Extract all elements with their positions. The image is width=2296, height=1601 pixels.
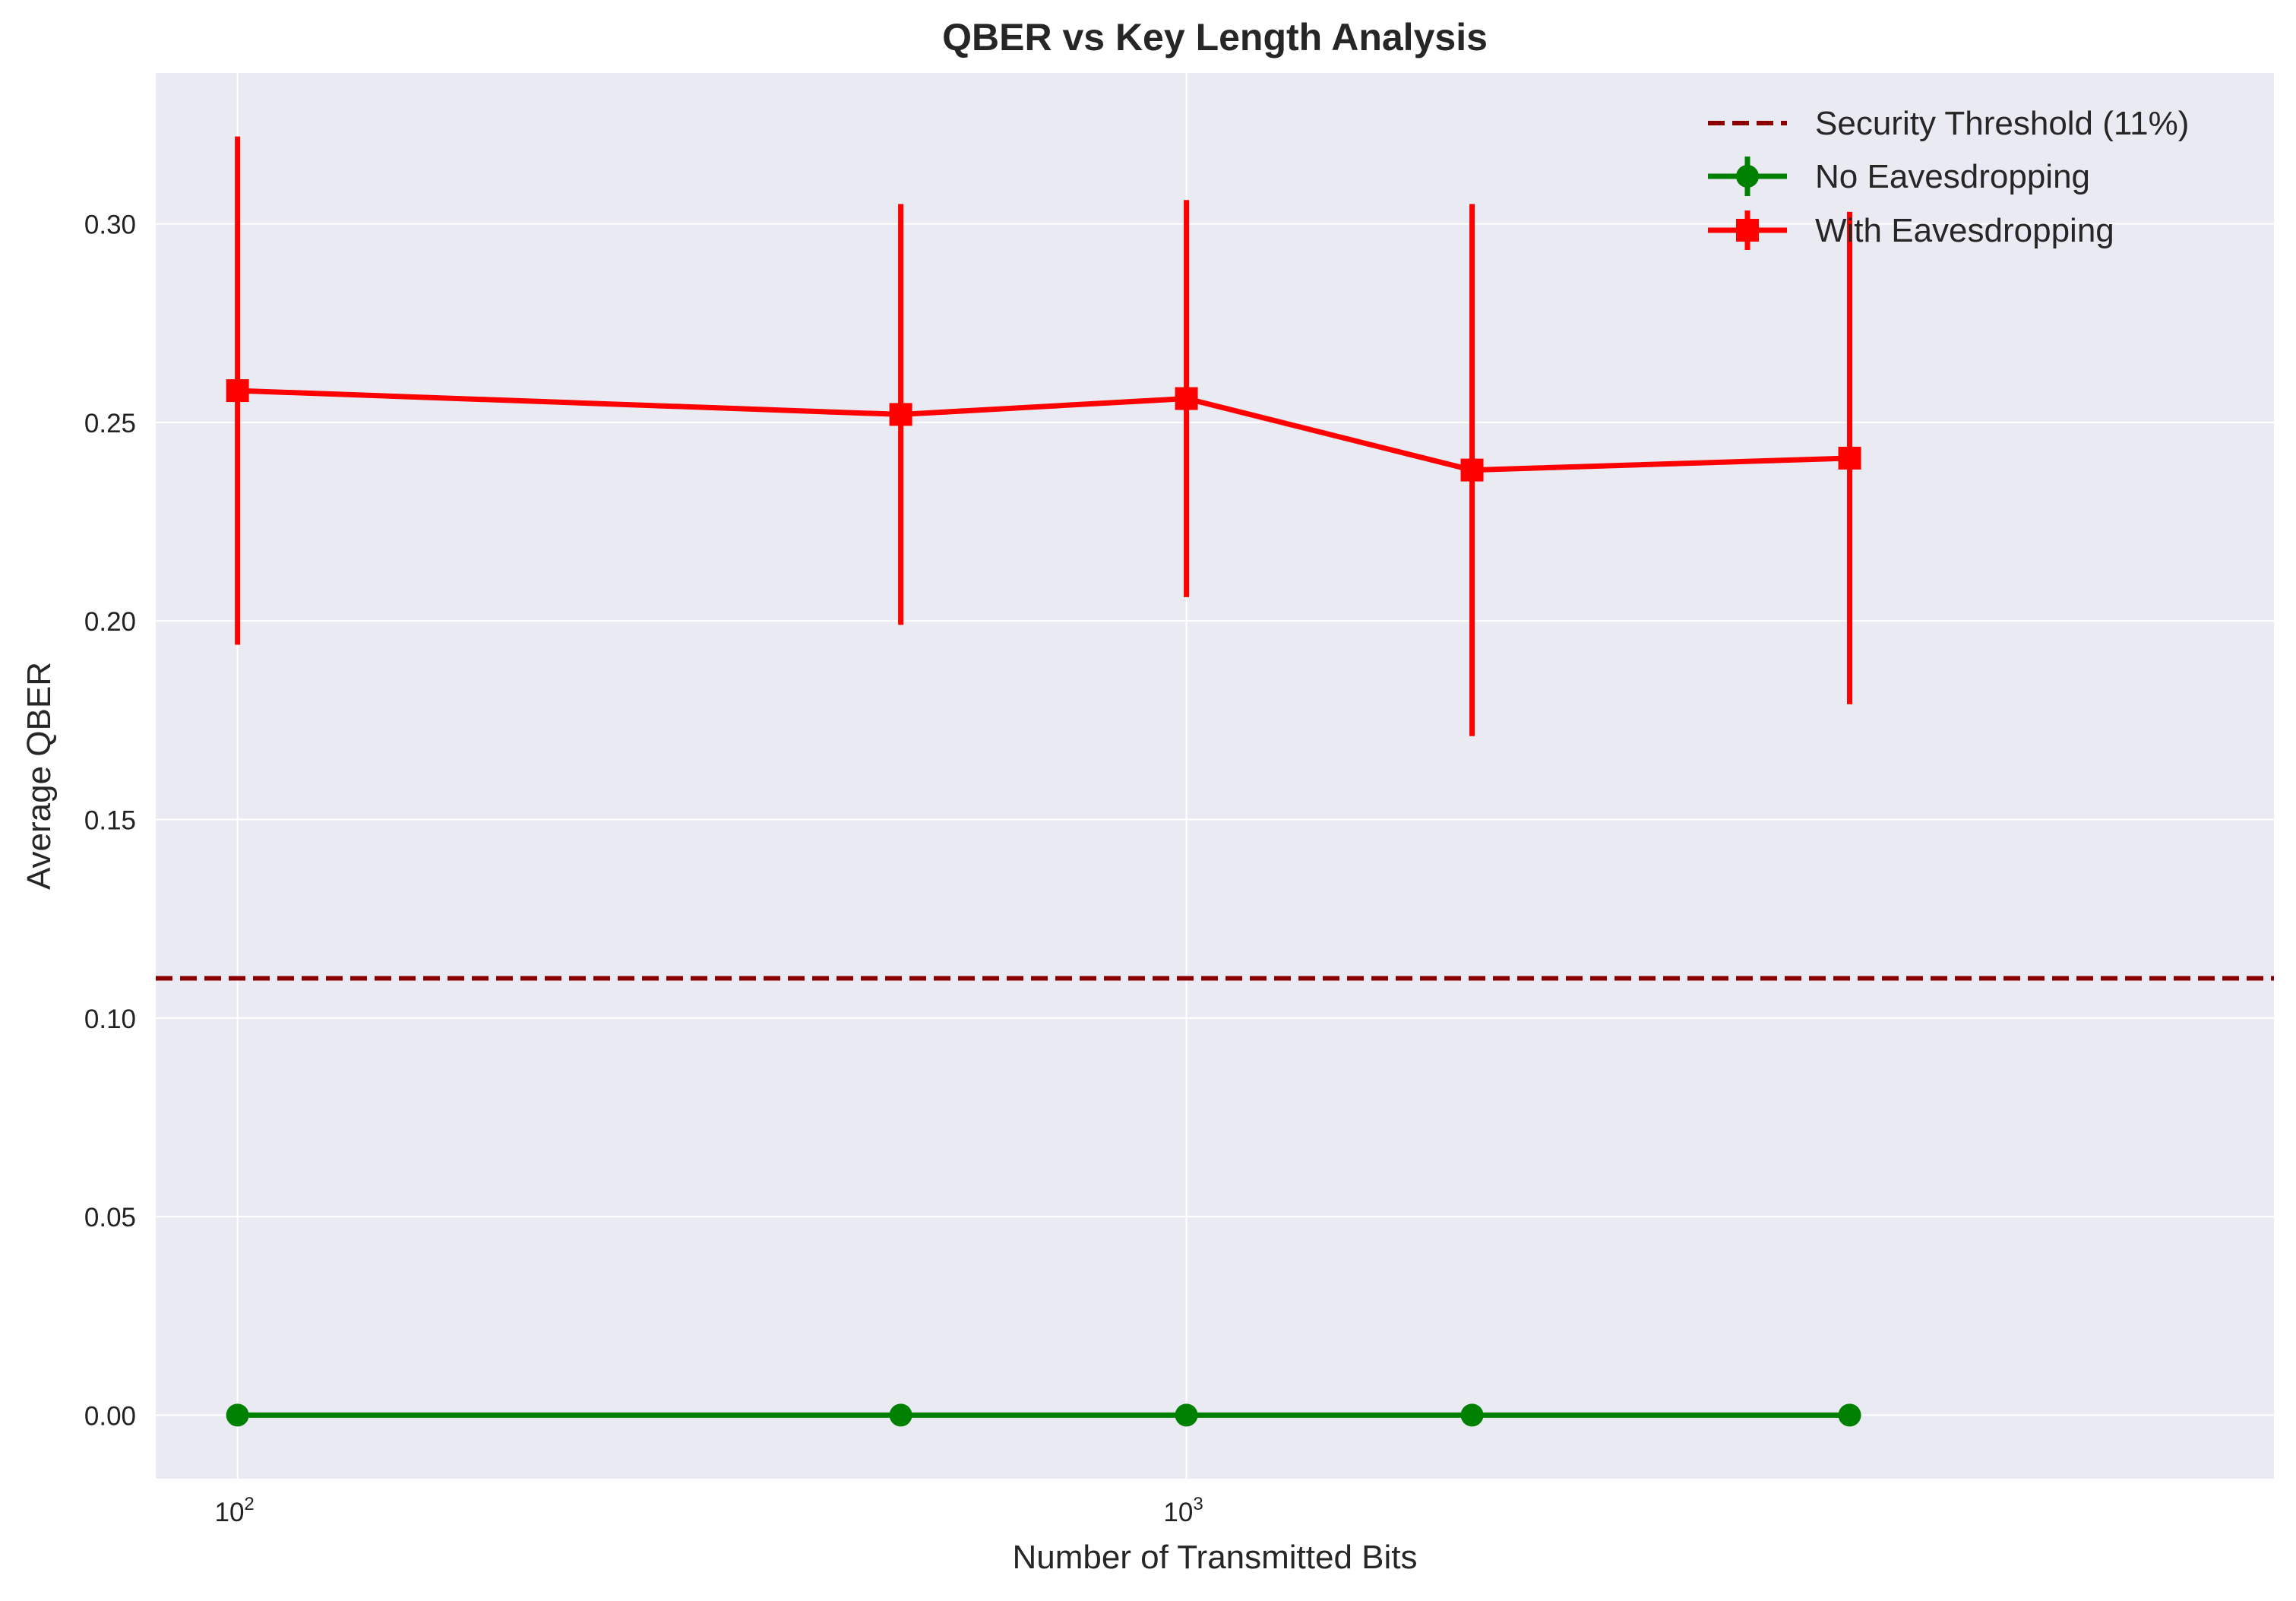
x-axis-label: Number of Transmitted Bits [1012, 1539, 1417, 1576]
data-point [1460, 458, 1484, 482]
legend-marker [1736, 165, 1759, 188]
y-tick-label: 0.30 [84, 210, 136, 240]
legend-label: No Eavesdropping [1815, 158, 2090, 195]
data-point [1838, 1403, 1861, 1427]
x-tick-base: 10 [1163, 1498, 1193, 1527]
x-tick-exponent: 3 [1193, 1494, 1203, 1514]
y-tick-label: 0.25 [84, 409, 136, 438]
plot-area [156, 73, 2274, 1479]
y-tick-label: 0.00 [84, 1401, 136, 1431]
x-tick-label: 103 [1163, 1494, 1203, 1527]
legend-label: With Eavesdropping [1815, 212, 2114, 249]
x-tick-base: 10 [214, 1498, 244, 1527]
data-point [1460, 1403, 1484, 1427]
legend-label: Security Threshold (11%) [1815, 105, 2189, 142]
x-tick-exponent: 2 [244, 1494, 254, 1514]
data-point [1175, 387, 1198, 410]
y-tick-label: 0.20 [84, 607, 136, 637]
data-point [889, 403, 912, 426]
data-point [226, 379, 249, 403]
y-tick-label: 0.10 [84, 1005, 136, 1034]
series-layer [226, 136, 1861, 1427]
series-with-eavesdropping [226, 136, 1861, 736]
y-tick-label: 0.05 [84, 1203, 136, 1232]
data-point [889, 1403, 912, 1427]
data-point [1175, 1403, 1198, 1427]
legend: Security Threshold (11%) No Eavesdropping… [1708, 105, 2189, 250]
y-axis-label: Average QBER [21, 662, 58, 890]
y-axis-ticks: 0.00 0.05 0.10 0.15 0.20 0.25 0.30 [84, 210, 136, 1432]
x-tick-label: 102 [214, 1494, 254, 1527]
data-point [1838, 446, 1861, 470]
data-point [226, 1403, 249, 1427]
legend-entry: With Eavesdropping [1708, 210, 2114, 250]
series-no-eavesdropping [226, 1403, 1861, 1427]
legend-marker [1736, 219, 1759, 242]
x-axis-ticks: 102 103 [214, 1494, 1203, 1527]
chart-title: QBER vs Key Length Analysis [942, 16, 1488, 59]
y-tick-label: 0.15 [84, 805, 136, 835]
legend-entry: Security Threshold (11%) [1708, 105, 2189, 142]
legend-entry: No Eavesdropping [1708, 157, 2090, 196]
